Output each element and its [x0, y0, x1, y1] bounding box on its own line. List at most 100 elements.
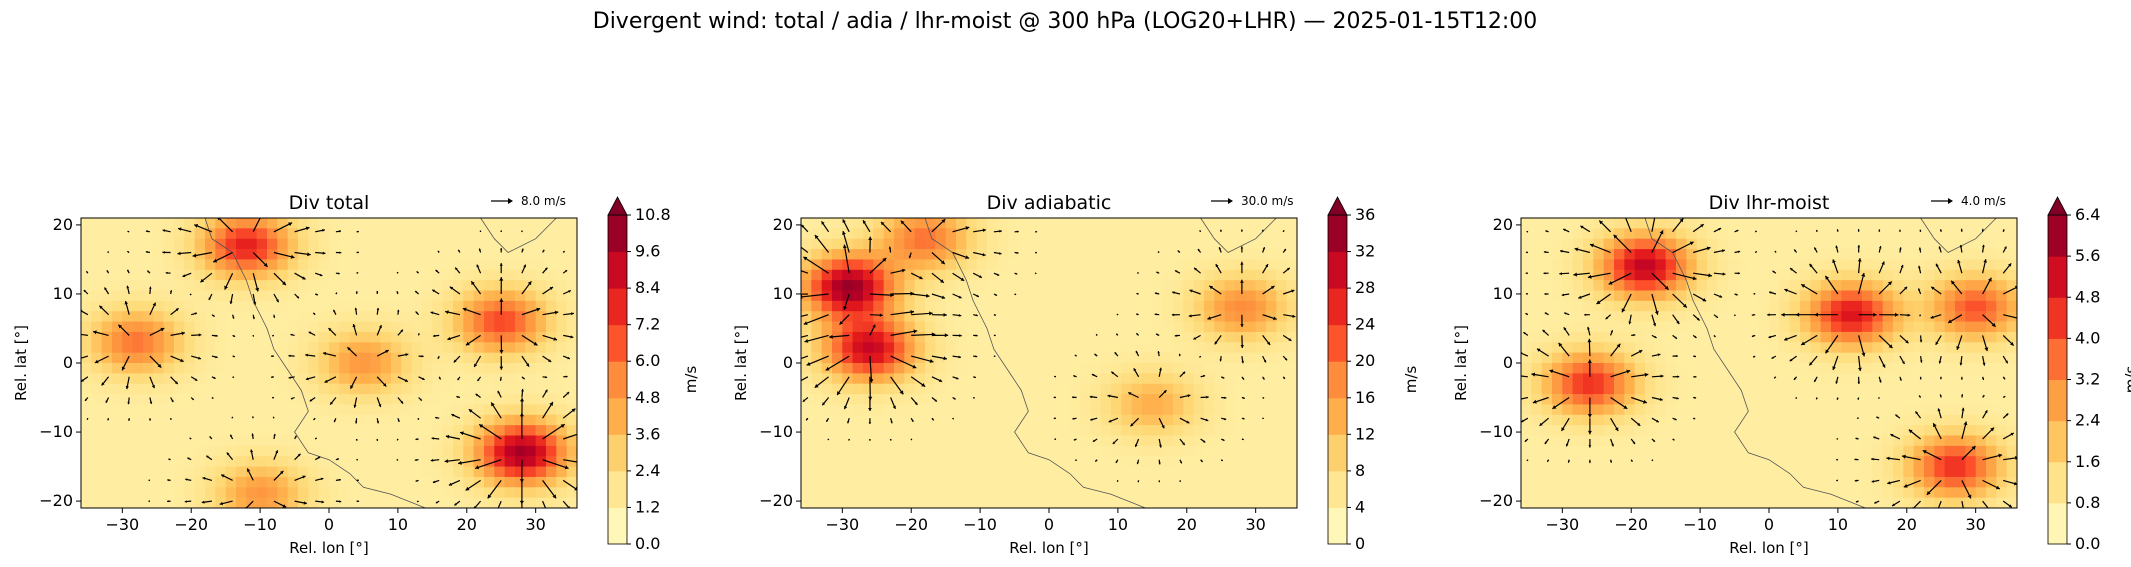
heatmap-cell [1286, 363, 1297, 374]
heatmap-cell [1903, 259, 1915, 271]
heatmap-cell [1748, 342, 1760, 354]
heatmap-cell [267, 363, 278, 374]
wind-arrow-head [127, 401, 130, 405]
heatmap-cell [1851, 435, 1863, 447]
wind-arrow-head [1130, 423, 1134, 427]
heatmap-cell [1727, 218, 1739, 229]
wind-arrow-head [444, 459, 449, 463]
heatmap-cell [914, 383, 926, 395]
heatmap-cell [246, 476, 258, 488]
heatmap-cell [556, 414, 568, 426]
heatmap-cell [894, 435, 905, 447]
heatmap-cell [894, 249, 905, 261]
heatmap-cell [308, 238, 320, 250]
wind-arrow-head [1116, 314, 1119, 316]
heatmap-cell [1121, 228, 1133, 240]
heatmap-cell [956, 476, 967, 488]
heatmap-cell [401, 466, 413, 478]
heatmap-cell [1100, 342, 1112, 354]
heatmap-cell [1707, 414, 1718, 426]
heatmap-cell [349, 363, 361, 374]
heatmap-cell [1707, 383, 1718, 395]
heatmap-cell [1286, 383, 1297, 395]
heatmap-cell [1696, 228, 1708, 240]
heatmap-cell [339, 394, 351, 406]
heatmap-cell [1521, 259, 1532, 271]
colorbar-segment [608, 324, 627, 362]
wind-arrow-head [458, 249, 460, 252]
heatmap-cell [349, 497, 361, 508]
heatmap-cell [1286, 280, 1297, 292]
wind-arrow [911, 312, 933, 316]
wind-arrow-head [533, 341, 538, 346]
heatmap-cell [1100, 497, 1112, 508]
heatmap-cell [1665, 466, 1677, 478]
heatmap-cell [1214, 487, 1226, 499]
heatmap-cell [1173, 414, 1184, 426]
heatmap-cell [1286, 331, 1297, 343]
wind-arrow-head [385, 350, 389, 354]
heatmap-cell [1007, 476, 1019, 488]
heatmap-cell [81, 487, 92, 499]
heatmap-cell [463, 321, 475, 333]
wind-arrow-head [999, 252, 1002, 255]
heatmap-cell [1183, 487, 1195, 499]
heatmap-cell [1162, 269, 1174, 281]
heatmap-cell [1779, 404, 1791, 416]
heatmap-cell [1193, 331, 1205, 343]
heatmap-cell [1193, 249, 1205, 261]
heatmap-cell [81, 352, 92, 364]
heatmap-cell [1872, 497, 1884, 508]
heatmap-cell [411, 352, 423, 364]
heatmap-cell [997, 404, 1009, 416]
heatmap-cell [184, 394, 196, 406]
wind-arrow-head [1207, 316, 1211, 320]
wind-arrow-head [1074, 355, 1077, 357]
heatmap-cell [360, 218, 371, 229]
heatmap-cell [1872, 352, 1884, 364]
wind-arrow-head [169, 418, 172, 420]
heatmap-cell [1018, 414, 1029, 426]
heatmap-cell [1841, 414, 1853, 426]
heatmap-cell [976, 445, 988, 457]
heatmap-cell [1162, 321, 1174, 333]
heatmap-cell [1162, 238, 1174, 250]
heatmap-cell [360, 363, 371, 374]
wind-arrow-head [474, 363, 478, 367]
heatmap-cell [442, 435, 454, 447]
heatmap-cell [1007, 238, 1019, 250]
heatmap-cell [349, 300, 361, 312]
heatmap-cell [1789, 352, 1801, 364]
heatmap-cell [1100, 249, 1112, 261]
heatmap-cell [1583, 445, 1594, 457]
wind-arrow-head [252, 416, 254, 419]
heatmap-cell [1069, 228, 1081, 240]
heatmap-cell [1655, 300, 1667, 312]
heatmap-cell [132, 363, 144, 374]
heatmap-cell [1614, 404, 1625, 416]
heatmap-cell [956, 456, 967, 468]
heatmap-cell [318, 497, 330, 508]
wind-arrow [542, 480, 557, 499]
heatmap-cell [1121, 321, 1133, 333]
heatmap-cell [411, 249, 423, 261]
heatmap-cell [1820, 290, 1832, 302]
heatmap-cell [1245, 218, 1257, 229]
heatmap-cell [821, 425, 833, 437]
heatmap-cell [205, 342, 216, 354]
heatmap-cell [225, 383, 237, 395]
wind-arrow [803, 314, 829, 325]
heatmap-cell [1080, 373, 1091, 385]
heatmap-cell [1049, 238, 1060, 250]
heatmap-cell [1583, 342, 1594, 354]
heatmap-cell [246, 425, 258, 437]
heatmap-cell [1727, 249, 1739, 261]
heatmap-cell [236, 476, 247, 488]
heatmap-cell [1624, 373, 1636, 385]
heatmap-cell [883, 383, 895, 395]
wind-arrow [245, 500, 254, 508]
heatmap-cell [852, 218, 864, 229]
heatmap-cell [873, 497, 885, 508]
heatmap-cell [1090, 435, 1102, 447]
heatmap-cell [945, 280, 957, 292]
